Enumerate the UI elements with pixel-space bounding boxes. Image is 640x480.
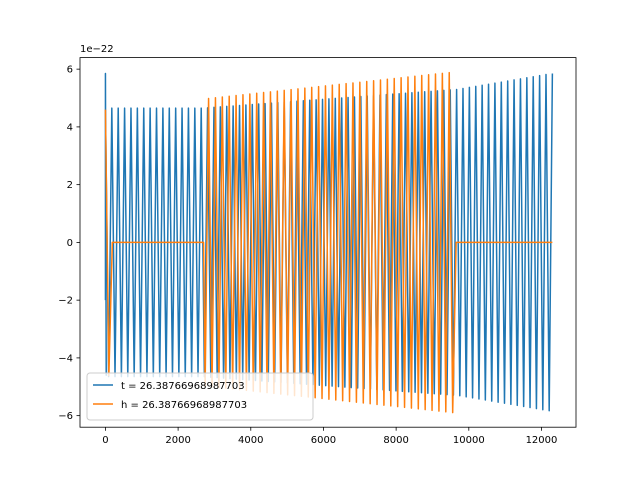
legend-box [86,372,314,421]
y-tick-label: 2 [67,180,73,191]
series-line-1 [104,71,553,414]
x-tick-label: 6000 [311,435,336,446]
legend-label-1: h = 26.38766968987703 [121,400,247,411]
y-tick-label: −6 [58,411,73,422]
series-layer [104,71,554,414]
y-axis: −6 −4 −2 0 2 4 6 [58,65,80,422]
x-tick-label: 12000 [526,435,558,446]
x-tick-label: 8000 [383,435,408,446]
x-tick-label: 4000 [238,435,263,446]
legend: t = 26.38766968987703 h = 26.387669689877… [86,372,314,421]
y-tick-label: 0 [67,238,73,249]
y-tick-label: −4 [58,353,73,364]
y-tick-label: 6 [67,65,73,76]
x-tick-label: 2000 [165,435,190,446]
y-offset-label: 1e−22 [80,44,114,55]
y-tick-label: 4 [67,122,73,133]
legend-label-0: t = 26.38766968987703 [121,381,245,392]
y-tick-label: −2 [58,296,73,307]
x-axis: 0 2000 4000 6000 8000 10000 12000 [102,427,557,446]
x-tick-label: 10000 [453,435,485,446]
x-tick-label: 0 [102,435,108,446]
